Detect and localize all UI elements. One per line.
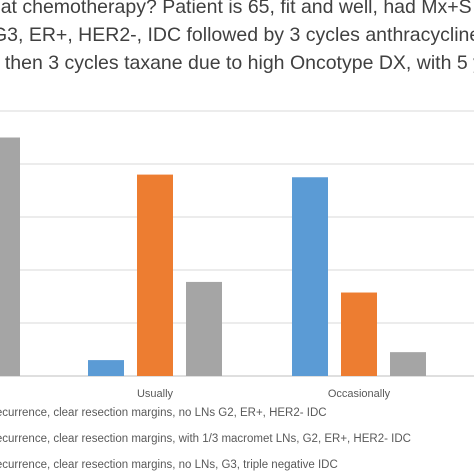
bar-series-3-cropped	[0, 137, 20, 376]
category-label-occasionally: Occasionally	[328, 388, 391, 400]
chart-title-line-3: , then 3 cycles taxane due to high Oncot…	[0, 52, 474, 74]
bar-series-2-occasionally	[341, 292, 377, 376]
bar-series-3-usually	[186, 281, 222, 376]
bar-series-1-usually	[88, 360, 124, 376]
chart-title-line-2: G3, ER+, HER2-, IDC followed by 3 cycles…	[0, 24, 474, 46]
legend-entry-series-3: recurrence, clear resection margins, no …	[0, 459, 338, 471]
gridlines	[0, 110, 474, 377]
chart-title-line-1: peat chemotherapy? Patient is 65, fit an…	[0, 0, 472, 18]
bar-series-1-occasionally	[292, 177, 328, 376]
legend-entry-series-1: recurrence, clear resection margins, no …	[0, 407, 327, 419]
legend-entry-series-2: recurrence, clear resection margins, wit…	[0, 433, 411, 445]
bars	[0, 137, 426, 376]
category-label-usually: Usually	[137, 388, 174, 400]
bar-series-2-usually	[137, 174, 173, 376]
bar-series-3-occasionally	[390, 352, 426, 376]
category-labels: Usually Occasionally	[137, 388, 391, 400]
